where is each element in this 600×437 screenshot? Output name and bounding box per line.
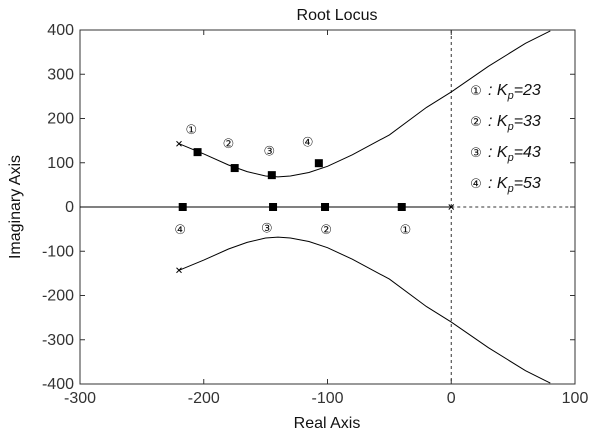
gain-point-marker	[267, 171, 276, 180]
y-tick-label: 100	[47, 155, 74, 172]
gain-point-marker	[230, 164, 239, 173]
gain-point-label: ②	[320, 223, 332, 238]
gain-point-label: ①	[186, 123, 198, 138]
y-tick-label: -200	[42, 288, 74, 305]
legend-gain-text: : Kp=43	[488, 144, 541, 164]
pole-marker	[176, 267, 182, 274]
gain-point-label: ①	[400, 223, 412, 238]
y-tick-label: 0	[65, 199, 74, 216]
legend-circle-number: ①	[470, 84, 482, 99]
x-tick-label: -200	[188, 390, 220, 407]
legend-circle-number: ③	[470, 146, 482, 161]
tick-group: -300 -200 -100 0 100 400 300 200 100 0 -100 -200 -30…	[42, 22, 588, 407]
y-tick-label: 400	[47, 22, 74, 39]
chart-title: Root Locus	[297, 7, 378, 24]
y-axis-title: Imaginary Axis	[7, 155, 24, 259]
pole-marker	[176, 140, 182, 147]
gain-point-marker	[193, 148, 202, 157]
y-tick-label: -400	[42, 376, 74, 393]
legend-gain-text: : Kp=33	[488, 113, 541, 133]
y-tick-label: -100	[42, 243, 74, 260]
x-axis-title: Real Axis	[294, 415, 361, 432]
legend-circle-number: ②	[470, 115, 482, 130]
gain-point-marker	[397, 203, 406, 211]
y-tick-label: 200	[47, 111, 74, 128]
marker-group: ① ② ③ ④ ④ ③ ② ①	[174, 123, 455, 274]
pole-marker	[448, 204, 455, 210]
y-tick-label: 300	[47, 66, 74, 83]
gain-point-label: ③	[261, 221, 273, 236]
gain-point-marker	[269, 203, 278, 211]
x-tick-label: -300	[64, 390, 96, 407]
gain-point-label: ④	[174, 223, 186, 238]
gain-point-label: ②	[223, 137, 235, 152]
legend-gain-text: : Kp=23	[488, 82, 541, 102]
gain-point-marker	[178, 203, 187, 211]
legend-circle-number: ④	[470, 177, 482, 192]
x-tick-label: -100	[311, 390, 343, 407]
gain-point-label: ④	[302, 136, 314, 151]
x-tick-label: 100	[562, 390, 589, 407]
x-tick-label: 0	[447, 390, 456, 407]
y-tick-label: -300	[42, 332, 74, 349]
gain-point-marker	[321, 203, 330, 211]
locus-branch-2	[178, 236, 551, 384]
gain-point-label: ③	[264, 144, 276, 159]
gain-point-marker	[314, 159, 323, 168]
gain-legend: ① : Kp=23 ② : Kp=33 ③ : Kp=43 ④ : Kp=53	[470, 82, 541, 195]
legend-gain-text: : Kp=53	[488, 175, 541, 195]
